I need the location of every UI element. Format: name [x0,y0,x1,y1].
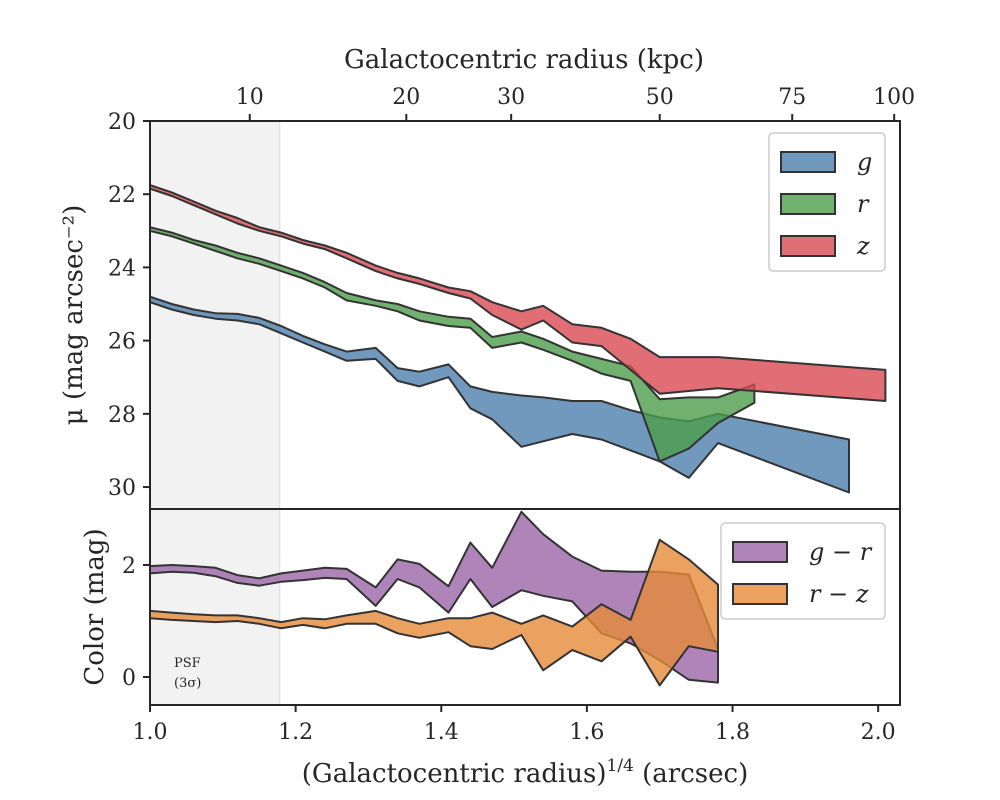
x-tick-label: 1.8 [715,720,750,745]
x-tick-label: 1.0 [133,720,168,745]
ticks-layer: 20 22 24 26 28 30 10 20 30 50 75 100 0 2 1.0 1.2 1.4 1.6 1… [59,85,915,789]
y-tick-label-top: 26 [108,330,136,355]
x-tick-label: 1.6 [569,720,604,745]
axes-layer [149,120,901,706]
y-axis-title-bottom: Color (mag) [80,528,110,685]
bottom-panel-frame [149,508,901,706]
legend-swatch [732,583,788,605]
top-panel-areas [150,184,887,494]
legend-label: r − z [809,580,869,608]
psf-region-layer [150,121,281,705]
y-tick-label-top: 28 [108,403,136,428]
legend-swatch [780,151,836,173]
band-mu-z [150,184,887,402]
top-axis-title: Galactocentric radius (kpc) [344,45,704,75]
x-tick-label: 1.4 [424,720,459,745]
top-x-tick-label: 10 [236,85,264,110]
legend-label: r [857,190,870,218]
top-x-tick-label: 30 [497,85,525,110]
top-x-tick-label: 75 [778,85,806,110]
bottom-panel-areas [150,510,719,687]
psf-label: PSF [174,656,201,671]
y-axis-title-top: μ (mag arcsec⁻²) [59,205,89,425]
legend-label: g − r [809,538,873,566]
legends-layer: grz g − r r − z [720,132,886,620]
band-mu-r [150,226,756,463]
band-g-r [150,510,719,684]
legend-swatch [780,193,836,215]
y-tick-label-top: 20 [108,110,136,135]
x-tick-label: 2.0 [861,720,896,745]
top-x-tick-label: 20 [392,85,420,110]
x-tick-label: 1.2 [278,720,313,745]
top-x-tick-label: 100 [873,85,915,110]
y-tick-label-top: 30 [108,476,136,501]
top-x-tick-label: 50 [646,85,674,110]
legend-swatch [732,541,788,563]
y-tick-label-top: 22 [108,183,136,208]
legend-label: g [857,148,872,176]
band-r-z [150,538,719,687]
x-axis-title: (Galactocentric radius)1/4 (arcsec) [302,756,748,789]
y-tick-label-bottom: 0 [122,666,136,691]
psf-sublabel: (3σ) [174,676,201,691]
legend-label: z [856,232,870,260]
y-tick-label-top: 24 [108,256,136,281]
legend-swatch [780,235,836,257]
psf-shade [150,121,280,705]
y-tick-label-bottom: 2 [122,554,136,579]
